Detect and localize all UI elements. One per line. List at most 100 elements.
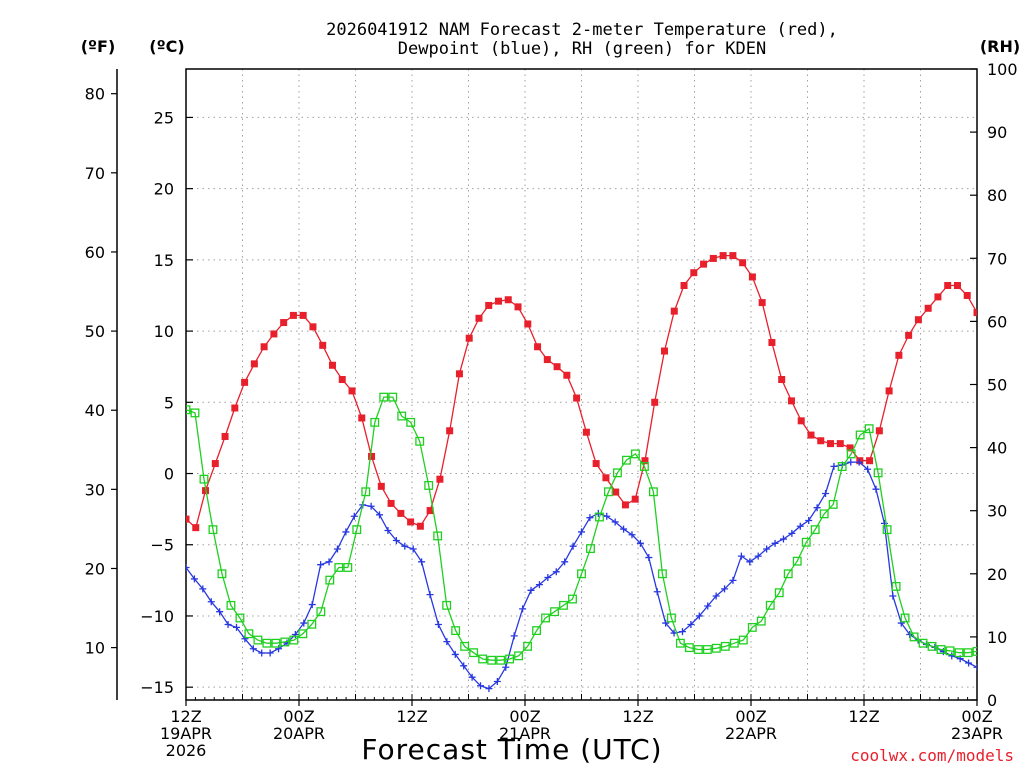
- rh-point: [648, 487, 658, 497]
- temperature-point: [465, 334, 473, 342]
- dewpoint-point: [754, 552, 762, 560]
- rh-tick-label: 20: [987, 565, 1007, 584]
- rh-point: [343, 563, 353, 572]
- temperature-point: [641, 457, 649, 465]
- temperature-point: [719, 252, 727, 260]
- rh-point: [496, 655, 506, 665]
- rh-point: [909, 632, 919, 642]
- temperature-point: [768, 338, 776, 346]
- rh-point: [810, 525, 820, 535]
- temperature-point: [260, 343, 268, 351]
- dewpoint-point: [325, 558, 333, 566]
- temperature-point: [426, 507, 434, 515]
- temperature-point: [758, 299, 766, 307]
- rh-point: [711, 643, 721, 653]
- dewpoint-point: [678, 628, 686, 636]
- x-tick-label: 12Z: [848, 707, 879, 726]
- dewpoint-point: [662, 619, 670, 627]
- dewpoint-point: [645, 554, 653, 562]
- temperature-point: [651, 398, 659, 406]
- dewpoint-point: [763, 545, 771, 553]
- fahrenheit-tick-label: 20: [85, 559, 105, 578]
- dewpoint-point: [493, 677, 501, 685]
- celsius-tick-label: 20: [154, 180, 174, 199]
- rh-point: [451, 626, 461, 636]
- dewpoint-point: [333, 545, 341, 553]
- temperature-point: [680, 282, 688, 290]
- x-tick-label: 12Z: [622, 707, 653, 726]
- rh-point: [765, 600, 775, 610]
- temperature-point: [231, 404, 239, 412]
- dewpoint-point: [653, 588, 661, 596]
- dewpoint-point: [266, 649, 274, 657]
- rh-point: [280, 637, 290, 647]
- rh-point: [370, 417, 380, 427]
- rh-point: [945, 646, 955, 656]
- dewpoint-point: [712, 592, 720, 600]
- rh-point: [756, 616, 766, 626]
- rh-point: [729, 638, 739, 648]
- dewpoint-point: [485, 685, 493, 693]
- rh-point: [792, 556, 802, 566]
- rh-point: [936, 645, 946, 654]
- dewpoint-point: [443, 638, 451, 646]
- temperature-point: [338, 376, 346, 384]
- x-axis-title: Forecast Time (UTC): [361, 733, 662, 766]
- dewpoint-point: [207, 598, 215, 606]
- temperature-point: [328, 361, 336, 369]
- rh-point: [379, 392, 389, 402]
- rh-point: [613, 468, 622, 478]
- x-tick-label: 21APR: [499, 724, 551, 743]
- rh-point: [550, 607, 559, 617]
- dewpoint-point: [721, 585, 729, 593]
- rh-point: [298, 629, 308, 639]
- temperature-point: [455, 370, 463, 378]
- dewpoint-point: [805, 517, 813, 525]
- dewpoint-point: [771, 539, 779, 547]
- dewpoint-point: [695, 612, 703, 620]
- rh-tick-label: 70: [987, 249, 1007, 268]
- temperature-point: [827, 440, 835, 448]
- dewpoint-point: [186, 564, 190, 572]
- temperature-point: [436, 475, 444, 483]
- dewpoint-point: [519, 605, 527, 613]
- temperature-point: [494, 297, 502, 305]
- dewpoint-point: [628, 531, 636, 539]
- temperature-point: [709, 254, 717, 262]
- dewpoint-point: [376, 511, 384, 519]
- dewpoint-point: [603, 512, 611, 520]
- rh-point: [586, 544, 595, 554]
- temperature-point: [514, 303, 522, 311]
- temperature-point: [963, 291, 971, 299]
- dewpoint-point: [190, 575, 198, 583]
- rh-point: [666, 613, 676, 623]
- dewpoint-point: [367, 502, 375, 510]
- rh-point: [918, 638, 928, 648]
- rh-point: [855, 430, 865, 440]
- temperature-point: [973, 309, 977, 317]
- dewpoint-point: [434, 621, 442, 629]
- rh-point: [289, 635, 299, 645]
- temperature-point: [817, 437, 825, 445]
- rh-point: [891, 581, 901, 591]
- rh-point: [963, 648, 973, 658]
- dewpoint-point: [232, 623, 240, 631]
- rh-point: [397, 411, 407, 421]
- rh-tick-label: 0: [987, 691, 997, 710]
- temperature-point: [700, 260, 708, 268]
- x-tick-label: 12Z: [170, 707, 201, 726]
- rh-point: [478, 654, 488, 664]
- rh-point: [972, 646, 977, 656]
- dewpoint-point: [788, 529, 796, 537]
- rh-point: [927, 641, 937, 651]
- rh-point: [702, 645, 712, 654]
- temperature-point: [319, 341, 327, 349]
- x-tick-label: 00Z: [283, 707, 314, 726]
- dewpoint-point: [855, 458, 863, 466]
- temperature-point: [348, 387, 356, 395]
- dewpoint-point: [813, 504, 821, 512]
- dewpoint-point: [216, 608, 224, 616]
- x-tick-label: 22APR: [725, 724, 777, 743]
- temperature-point: [534, 343, 542, 351]
- temperature-point: [836, 440, 844, 448]
